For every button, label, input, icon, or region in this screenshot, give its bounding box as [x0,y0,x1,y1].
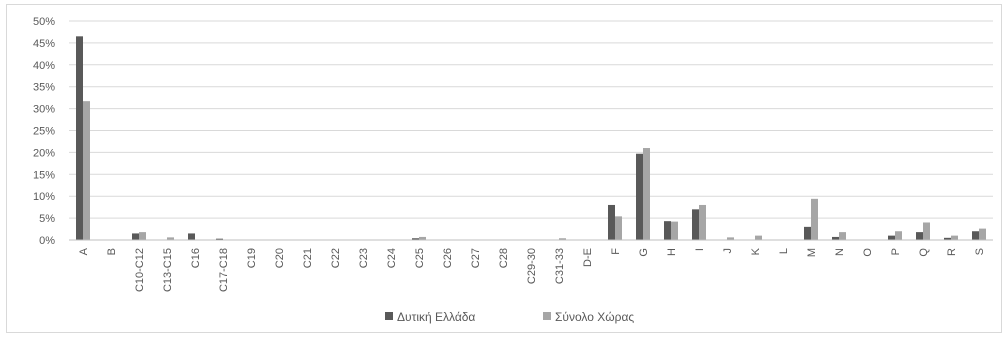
bar-synolo-xoras-F [615,216,622,240]
legend-label: Σύνολο Χώρας [555,310,634,324]
x-tick-label: C26 [442,248,454,268]
bar-dytiki-ellada-H [664,221,671,240]
x-tick-label: O [862,248,874,257]
x-tick-label: P [890,248,902,255]
x-tick-label: N [834,248,846,256]
x-tick-label: D-E [582,248,594,267]
bar-dytiki-ellada-N [832,236,839,240]
x-tick-label: C17-C18 [218,248,230,292]
x-tick-label: S [974,248,986,255]
x-tick-label: G [638,248,650,257]
bar-synolo-xoras-M [811,198,818,240]
x-tick-label: C13-C15 [162,248,174,292]
gridlines [69,20,993,219]
bar-dytiki-ellada-P [888,235,895,240]
bar-dytiki-ellada-Q [916,232,923,240]
bar-synolo-xoras-R [951,235,958,240]
bar-dytiki-ellada-A [76,36,83,240]
x-tick-label: Q [918,248,930,257]
x-tick-label: C20 [274,248,286,268]
y-tick-label: 50% [33,16,55,28]
bar-synolo-xoras-N [839,232,846,240]
chart-frame: 0% 5% 10% 15% 20% 25% 30% 35% 40% 45% 50% A B C10-C1… [6,4,1002,333]
x-tick-label: B [106,248,118,255]
bar-synolo-xoras-K [755,235,762,240]
bar-dytiki-ellada-I [692,209,699,240]
bar-synolo-xoras-C13-C15 [167,237,174,240]
bar-synolo-xoras-H [671,221,678,240]
y-tick-label: 0% [39,235,55,247]
x-axis-labels: A B C10-C12 C13-C15 C16 C17-C18 C19 C20 C21 C22 C2… [78,247,986,292]
x-tick-label: C16 [190,248,202,268]
y-tick-label: 30% [33,104,55,116]
bar-synolo-xoras-I [699,204,706,240]
y-tick-label: 25% [33,126,55,138]
bar-synolo-xoras-G [643,148,650,240]
y-axis-ticks: 0% 5% 10% 15% 20% 25% 30% 35% 40% 45% 50% [33,16,55,247]
x-tick-label: C27 [470,248,482,268]
x-tick-label: C10-C12 [134,248,146,292]
y-tick-label: 5% [39,213,55,225]
bar-synolo-xoras-P [895,231,902,240]
bar-dytiki-ellada-C25 [412,238,419,240]
bar-dytiki-ellada-S [972,231,979,240]
x-tick-label: C25 [414,248,426,268]
y-tick-label: 10% [33,191,55,203]
x-tick-label: C23 [358,248,370,268]
x-tick-label: C28 [498,248,510,268]
x-tick-label: I [694,248,706,251]
bar-synolo-xoras-Q [923,222,930,240]
legend-label: Δυτική Ελλάδα [397,310,475,324]
y-tick-label: 20% [33,147,55,159]
legend-swatch [385,312,393,320]
y-tick-label: 45% [33,38,55,50]
y-tick-label: 15% [33,169,55,181]
bar-synolo-xoras-C25 [419,236,426,240]
x-tick-label: C31-33 [554,248,566,284]
x-tick-label: R [946,248,958,256]
bar-dytiki-ellada-C16 [188,233,195,240]
bar-dytiki-ellada-G [636,153,643,240]
bars [76,36,986,241]
bar-synolo-xoras-S [979,228,986,240]
bar-synolo-xoras-C10-C12 [139,232,146,240]
x-tick-label: A [78,247,90,255]
bar-synolo-xoras-A [83,101,90,241]
x-tick-label: C24 [386,248,398,268]
bar-dytiki-ellada-C17-C18 [216,238,223,240]
y-tick-label: 35% [33,82,55,94]
x-tick-label: C22 [330,248,342,268]
bar-synolo-xoras-J [727,237,734,240]
x-tick-label: K [750,247,762,255]
x-tick-label: C29-30 [526,248,538,284]
x-tick-label: C21 [302,248,314,268]
legend: Δυτική Ελλάδα Σύνολο Χώρας [385,310,634,324]
x-tick-label: F [610,248,622,255]
x-tick-label: M [806,248,818,257]
x-tick-label: C19 [246,248,258,268]
bar-dytiki-ellada-F [608,204,615,240]
bar-synolo-xoras-C31-33 [559,238,566,240]
x-tick-label: L [778,248,790,254]
bar-dytiki-ellada-R [944,237,951,240]
bar-chart: 0% 5% 10% 15% 20% 25% 30% 35% 40% 45% 50% A B C10-C1… [33,16,993,324]
x-tick-label: H [666,248,678,256]
bar-dytiki-ellada-M [804,226,811,240]
legend-swatch [543,312,551,320]
x-tick-label: J [722,248,734,254]
bar-dytiki-ellada-C10-C12 [132,233,139,240]
y-tick-label: 40% [33,60,55,72]
